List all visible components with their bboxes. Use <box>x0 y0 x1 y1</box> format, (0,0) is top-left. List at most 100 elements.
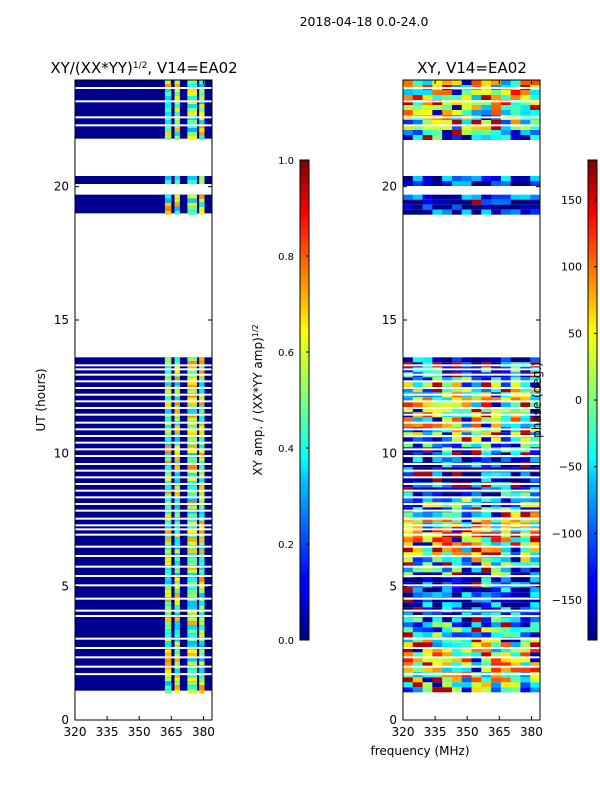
amp-cell <box>164 581 172 586</box>
phase-cell <box>530 442 540 448</box>
phase-cell <box>451 567 463 573</box>
amp-cell <box>174 577 180 582</box>
flag-gap-line <box>403 400 540 403</box>
amp-cell <box>187 449 198 454</box>
amp-cell <box>174 96 180 100</box>
phase-cell <box>510 477 521 483</box>
phase-cell <box>500 587 512 593</box>
phase-cell <box>461 512 472 518</box>
amp-cell <box>174 685 180 690</box>
amp-cell <box>199 541 205 546</box>
phase-cell <box>510 472 521 478</box>
phase-cell <box>520 497 531 503</box>
amp-cell <box>174 557 180 562</box>
amp-band <box>75 176 212 184</box>
amp-cell <box>187 497 198 502</box>
amp-cell <box>187 677 198 682</box>
phase-cell <box>520 432 531 438</box>
phase-cell <box>530 422 540 428</box>
phase-cell <box>500 457 512 463</box>
phase-cell <box>481 402 492 408</box>
amp-cell <box>164 549 172 554</box>
phase-cell <box>520 562 531 568</box>
xtick-label: 380 <box>192 725 215 739</box>
phase-cell <box>491 90 502 95</box>
phase-cell <box>471 617 482 623</box>
phase-cell <box>461 457 472 463</box>
amp-cell <box>164 449 172 454</box>
phase-cell <box>520 577 531 583</box>
phase-cell <box>451 632 463 638</box>
phase-cell <box>403 120 414 125</box>
amp-cell <box>187 629 198 634</box>
amp-cell <box>164 633 172 638</box>
phase-cell <box>520 100 531 105</box>
phase-cell <box>530 567 540 573</box>
amp-cell <box>164 513 172 518</box>
phase-cell <box>403 662 414 668</box>
phase-cell <box>520 417 531 423</box>
amp-cell <box>164 589 172 594</box>
amp-cell <box>187 206 198 211</box>
amp-cell <box>187 549 198 554</box>
phase-cell <box>461 377 472 383</box>
amp-cell <box>174 409 180 414</box>
phase-cell <box>412 647 424 653</box>
amp-cell <box>164 657 172 662</box>
phase-cell <box>422 557 433 563</box>
flag-gap-line <box>75 364 212 367</box>
phase-cell <box>520 687 531 693</box>
phase-cell <box>481 552 492 558</box>
phase-cell <box>500 637 512 643</box>
phase-cell <box>412 512 424 518</box>
flag-gap-line <box>403 407 540 409</box>
phase-cell <box>422 577 433 583</box>
amp-cell <box>164 689 172 694</box>
phase-cell <box>481 647 492 653</box>
amp-cell <box>187 457 198 462</box>
amp-cell <box>164 357 172 362</box>
phase-cell <box>471 557 482 563</box>
amp-cell <box>164 401 172 406</box>
phase-cell <box>422 552 433 558</box>
amp-cell <box>174 589 180 594</box>
phase-cell <box>520 209 531 215</box>
phase-cell <box>530 110 540 115</box>
phase-cell <box>432 387 443 393</box>
phase-cell <box>461 194 472 200</box>
amp-cell <box>174 449 180 454</box>
phase-cell <box>491 397 502 403</box>
phase-cell <box>481 209 492 215</box>
phase-cell <box>422 497 433 503</box>
phase-cell <box>471 477 482 483</box>
amp-cell <box>174 365 180 370</box>
phase-cell <box>442 627 453 633</box>
amp-cell <box>174 128 180 132</box>
phase-cell <box>530 120 540 125</box>
phase-cell <box>530 95 540 100</box>
phase-cell <box>442 199 453 205</box>
amp-cell <box>174 381 180 386</box>
phase-cell <box>451 662 463 668</box>
phase-cell <box>442 677 453 683</box>
phase-cell <box>520 517 531 523</box>
phase-cell <box>510 457 521 463</box>
flag-gap-line <box>403 463 540 465</box>
phase-cell <box>500 377 512 383</box>
phase-cell <box>442 120 453 125</box>
amp-cell <box>174 112 180 116</box>
colorbar-tick-label: 150 <box>561 194 582 207</box>
phase-cell <box>461 552 472 558</box>
phase-cell <box>422 382 433 388</box>
amp-cell <box>187 365 198 370</box>
phase-cell <box>481 642 492 648</box>
phase-cell <box>412 194 424 200</box>
phase-cell <box>500 100 512 105</box>
amp-cell <box>164 389 172 394</box>
phase-cell <box>481 387 492 393</box>
phase-cell <box>520 387 531 393</box>
phase-cell <box>471 612 482 618</box>
phase-cell <box>481 90 492 95</box>
phase-cell <box>442 517 453 523</box>
phase-cell <box>481 181 492 186</box>
